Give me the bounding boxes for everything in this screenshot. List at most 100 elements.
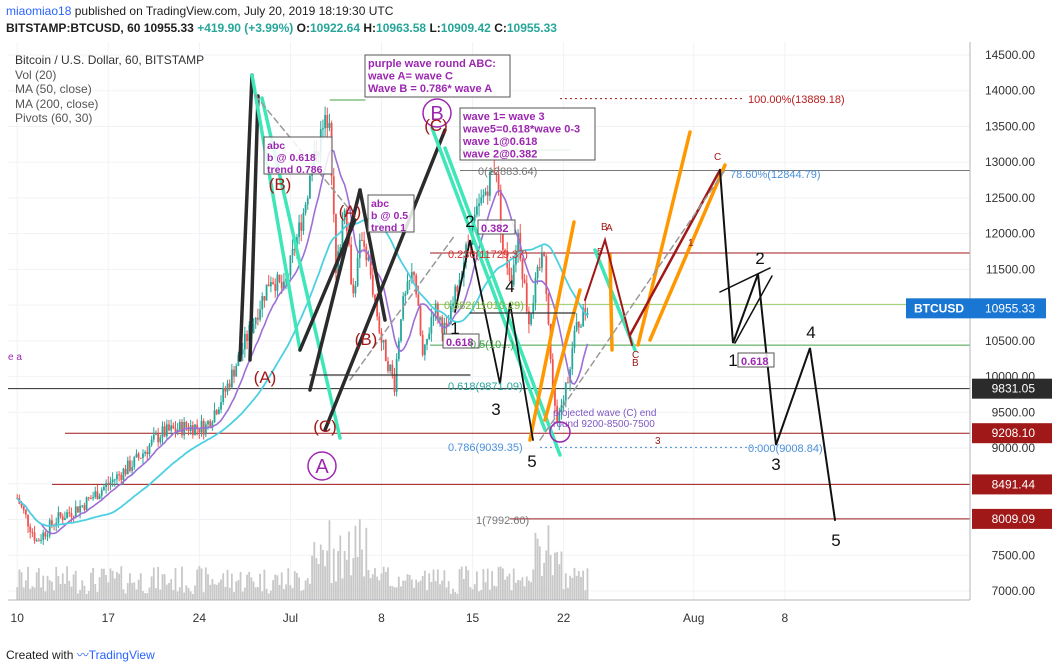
volume-bar: [534, 532, 537, 600]
candle-body: [100, 490, 103, 496]
volume-bar: [256, 587, 259, 600]
volume-bar: [330, 583, 333, 600]
tradingview-logo-icon[interactable]: 〰: [76, 648, 89, 662]
volume-bar: [269, 590, 272, 600]
candle-body: [142, 453, 144, 458]
author-name[interactable]: miaomiao18: [6, 4, 72, 18]
candle-body: [198, 427, 201, 433]
candle-body: [211, 422, 214, 427]
candle-body: [74, 506, 77, 517]
candle-body: [233, 369, 235, 377]
y-tick-label: 14000.00: [985, 84, 1035, 98]
volume-bar: [452, 588, 454, 600]
candle-body: [515, 254, 517, 265]
volume-bar: [79, 589, 81, 600]
candle-body: [118, 474, 121, 476]
x-tick-label: 17: [102, 611, 116, 625]
wave-circle-icon: [422, 98, 452, 128]
publish-info: published on TradingView.com, July 20, 2…: [74, 4, 394, 18]
volume-bar: [462, 578, 465, 600]
high-label: H:: [363, 21, 377, 35]
wave-line: [584, 236, 633, 346]
candle-body: [473, 214, 476, 222]
wave-letter-big: B: [430, 103, 443, 125]
legend-ma50[interactable]: MA (50, close): [15, 82, 92, 96]
volume-bar: [326, 550, 329, 600]
purple-wave-box-text: purple wave round ABC:: [368, 58, 496, 70]
candle-body: [283, 281, 285, 289]
candle-body: [371, 275, 374, 295]
candle-body: [491, 170, 493, 173]
candle-body: [456, 286, 459, 292]
volume-bar: [458, 569, 461, 600]
volume-bar: [506, 576, 509, 600]
candle-body: [298, 222, 300, 238]
candle-body: [42, 532, 45, 540]
candle-body: [354, 285, 357, 294]
price-label-value: 8491.44: [992, 477, 1036, 491]
symbol: BITSTAMP:BTCUSD, 60: [6, 21, 141, 35]
volume-bar: [261, 591, 264, 600]
last-price: 10955.33: [143, 21, 194, 35]
volume-bar: [436, 569, 439, 600]
volume-bar: [293, 571, 296, 600]
candle-body: [29, 526, 32, 533]
candle-body: [35, 540, 38, 542]
y-tick-label: 12000.00: [985, 227, 1035, 241]
candle-body: [105, 483, 108, 487]
wave-letter-big: A: [315, 456, 329, 478]
wave-line: [349, 234, 456, 381]
volume-bar: [545, 550, 548, 600]
legend-pivots[interactable]: Pivots (60, 30): [15, 111, 93, 125]
volume-bar: [475, 571, 478, 600]
fib-level-label: 0.786(9039.35): [448, 442, 523, 454]
candle-body: [48, 520, 51, 536]
volume-bar: [562, 589, 565, 600]
volume-bar: [402, 580, 405, 600]
candle-body: [304, 204, 307, 213]
y-tick-label: 9500.00: [992, 405, 1036, 419]
candle-body: [536, 267, 539, 278]
price-axis-bg: [970, 42, 1053, 630]
volume-bar: [44, 591, 47, 600]
candle-body: [64, 518, 66, 521]
candle-body: [155, 433, 157, 435]
candle-body: [432, 313, 435, 318]
price-label-value: 10955.33: [985, 301, 1035, 315]
wave3-box-text: wave 1@0.618: [462, 136, 537, 148]
wave-letter-small: e a: [8, 352, 22, 363]
candle-body: [22, 506, 25, 511]
wave-line: [628, 168, 722, 337]
legend-vol[interactable]: Vol (20): [15, 67, 57, 82]
volume-bar: [504, 579, 506, 600]
volume-bar: [508, 573, 511, 600]
candle-body: [382, 339, 385, 343]
volume-bar: [376, 576, 379, 600]
candle-body: [27, 514, 29, 527]
volume-bar: [111, 570, 114, 600]
candle-body: [137, 453, 140, 458]
wave-letter-red: (C): [424, 116, 448, 135]
legend-ma200[interactable]: MA (200, close): [15, 96, 99, 111]
volume-bar: [499, 566, 502, 600]
candle-body: [224, 388, 227, 392]
projection-note: round 9200-8500-7500: [553, 419, 655, 430]
legend-title: Bitcoin / U.S. Dollar, 60, BITSTAMP: [15, 53, 205, 67]
abc-box-1-text: trend 0.786: [267, 164, 323, 176]
candle-body: [428, 333, 431, 339]
volume-bar: [148, 587, 151, 600]
candle-body: [24, 510, 27, 515]
y-tick-label: 7500.00: [992, 548, 1036, 562]
volume-bar: [274, 574, 277, 600]
volume-bar: [417, 582, 420, 600]
candle-body: [504, 250, 506, 252]
volume-bar: [467, 570, 470, 600]
abc-box-1-frame: [263, 136, 333, 175]
volume-bar: [441, 580, 444, 600]
volume-bar: [391, 586, 394, 600]
wave-line: [528, 220, 576, 442]
volume-bar: [20, 572, 23, 600]
tradingview-brand[interactable]: TradingView: [88, 648, 155, 662]
volume-bar: [350, 575, 353, 600]
